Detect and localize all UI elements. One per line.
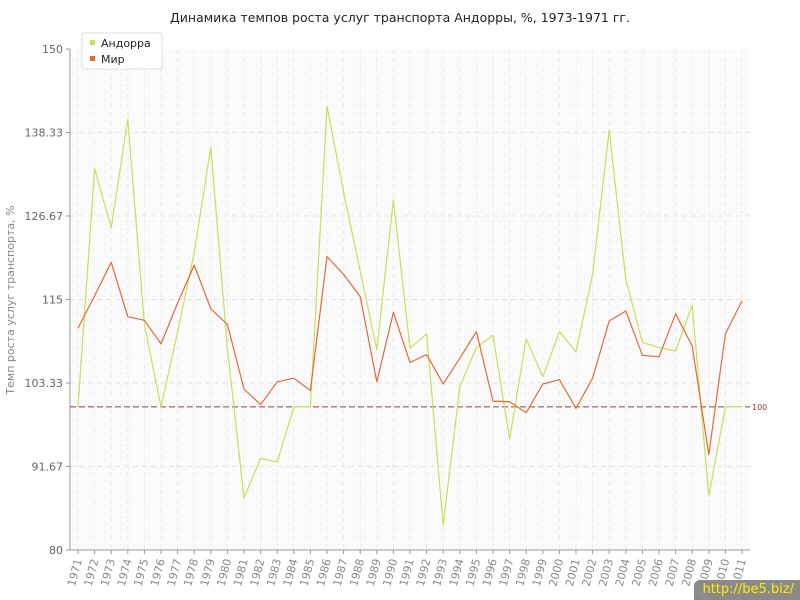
- series-lines: [77, 105, 743, 526]
- x-axis-ticks: 1971197219731974197519761977197819791980…: [65, 550, 749, 588]
- y-tick-label: 150: [42, 43, 63, 56]
- legend-label-andorra: Андорра: [101, 37, 151, 50]
- legend-box: [81, 32, 163, 70]
- chart-title: Динамика темпов роста услуг транспорта А…: [170, 10, 630, 25]
- legend-swatch-world: [90, 56, 95, 61]
- legend: Андорра Мир: [81, 32, 163, 70]
- y-tick-label: 115: [42, 294, 63, 307]
- watermark[interactable]: http://be5.biz/: [694, 580, 800, 600]
- reference-line-label: 100: [752, 403, 767, 412]
- y-tick-label: 91.67: [32, 460, 64, 473]
- series-world-line: [77, 256, 743, 456]
- y-tick-label: 103.33: [25, 377, 64, 390]
- y-tick-label: 138.33: [25, 127, 64, 140]
- legend-label-world: Мир: [101, 53, 125, 66]
- y-axis-ticks: 150 138.33 126.67 115 103.33 91.67 80: [25, 43, 70, 557]
- y-tick-label: 80: [49, 544, 63, 557]
- legend-swatch-andorra: [90, 40, 95, 45]
- reference-line: 100: [70, 403, 767, 412]
- y-tick-label: 126.67: [25, 210, 64, 223]
- y-axis-label: Темп роста услуг транспорта, %: [4, 205, 17, 395]
